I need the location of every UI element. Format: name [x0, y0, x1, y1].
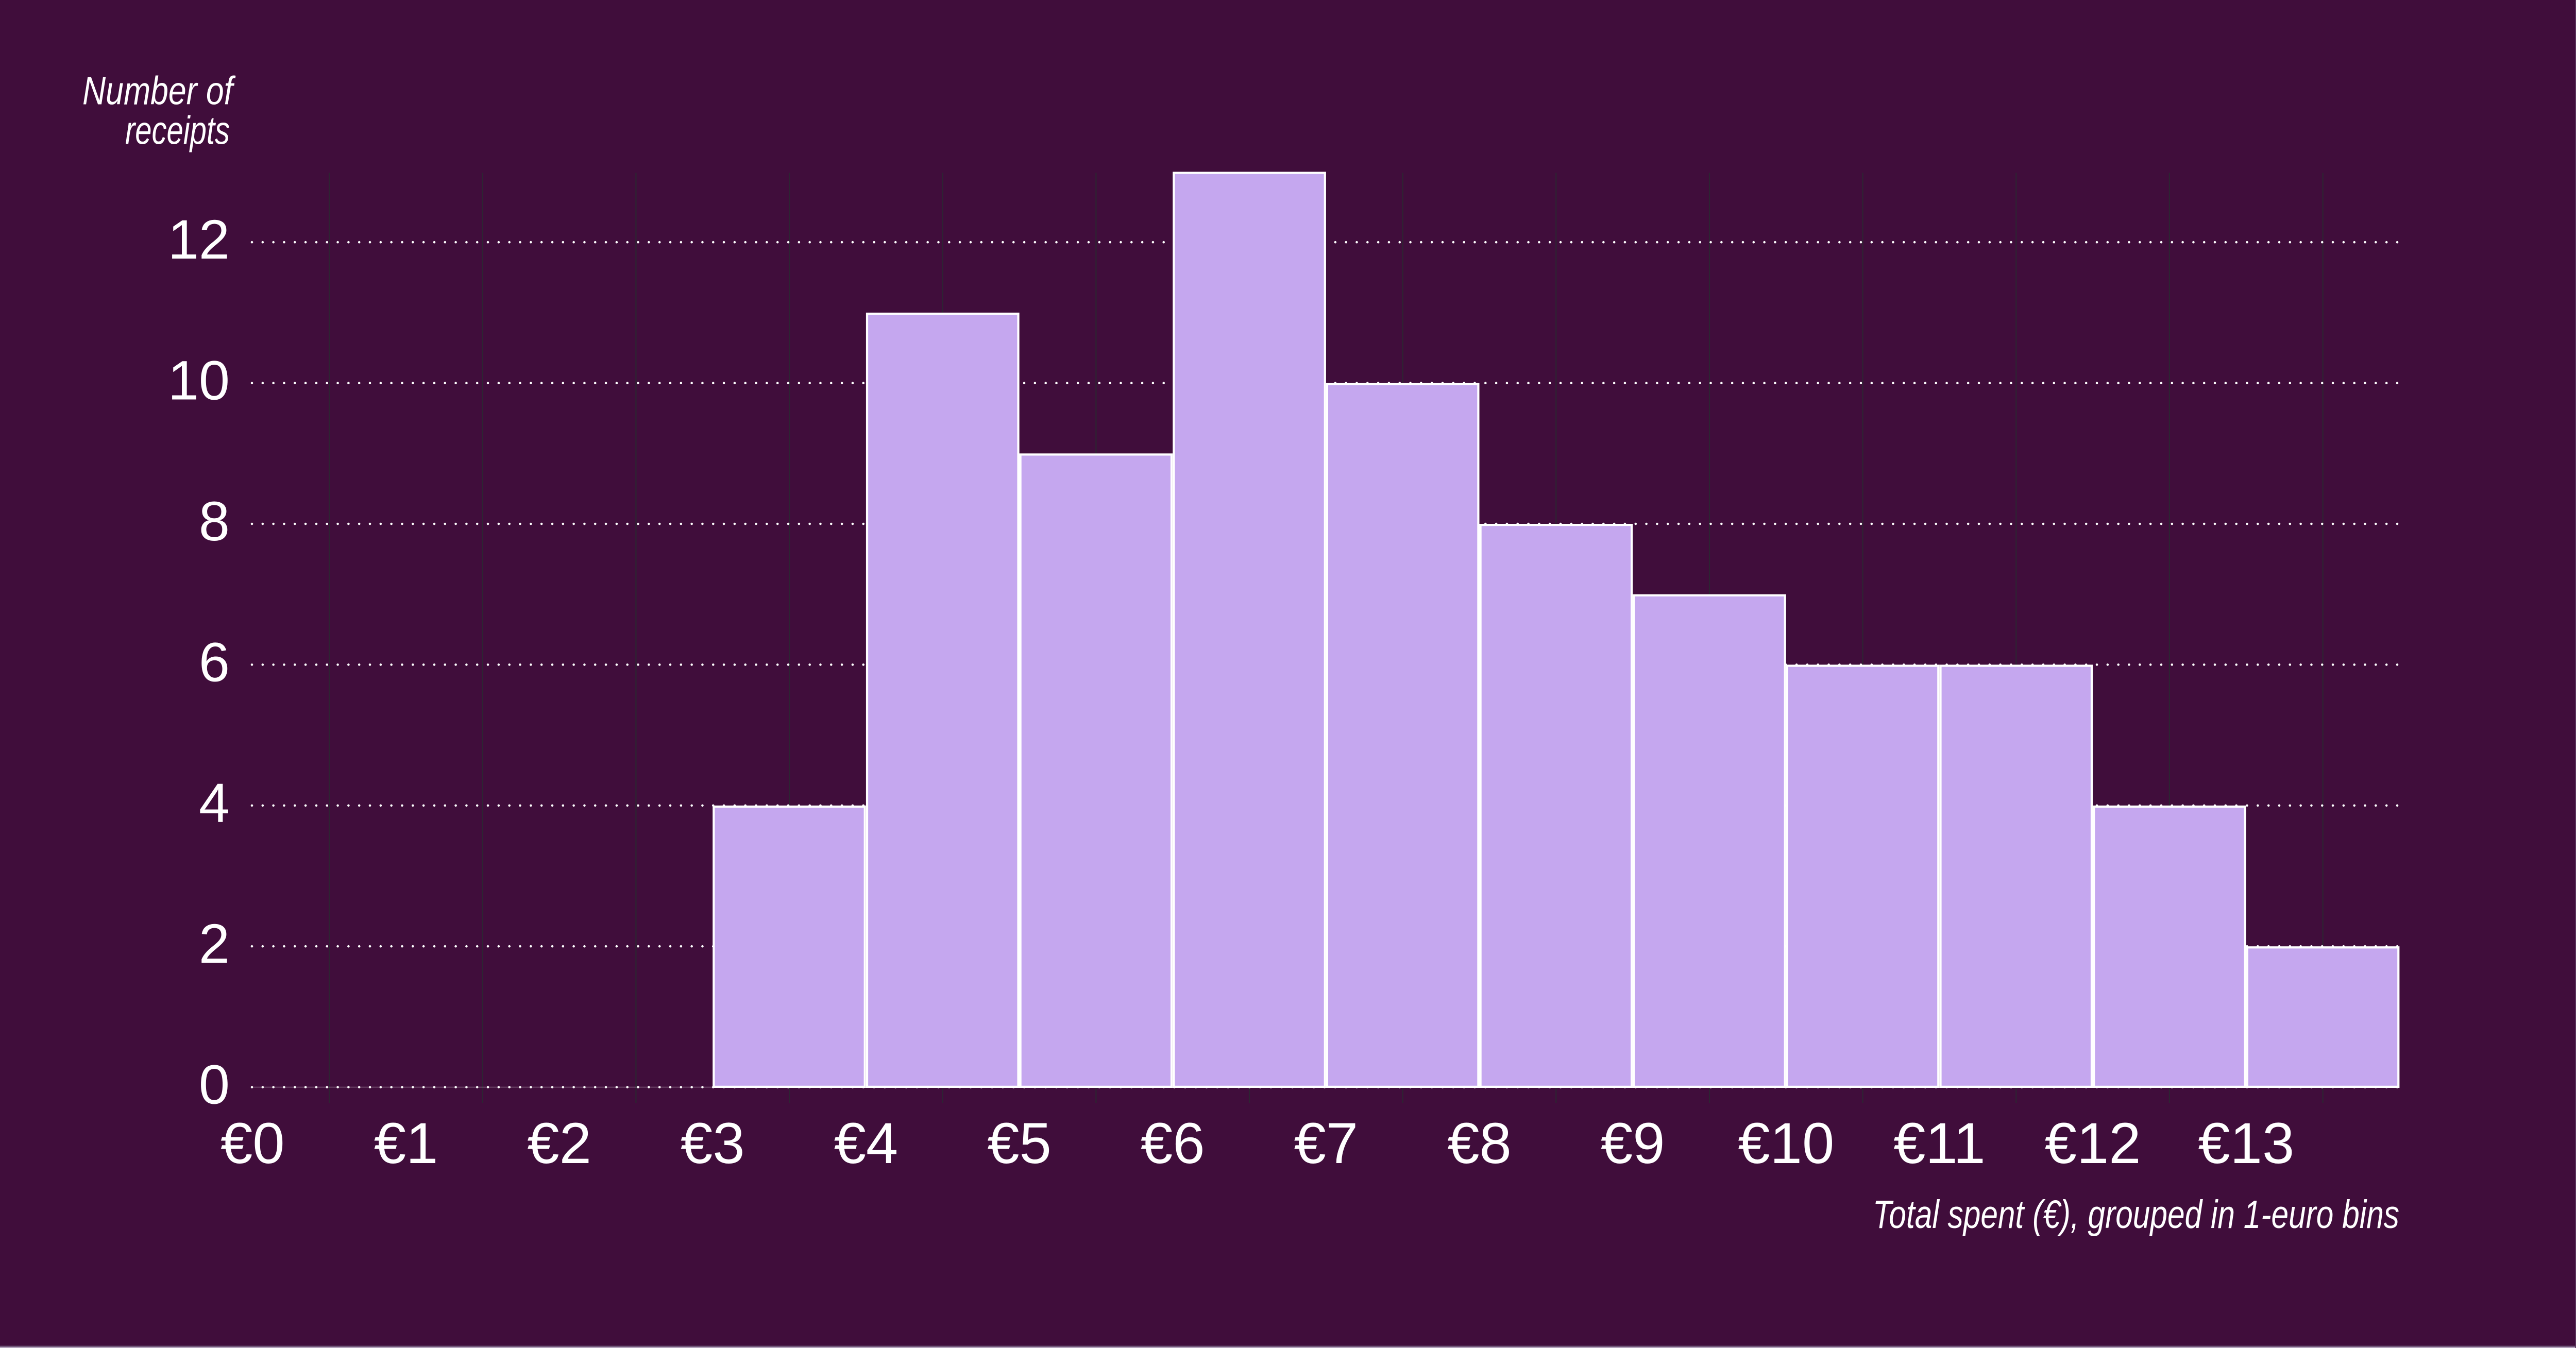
svg-text:4: 4	[199, 772, 230, 834]
svg-text:Total spent (€), grouped in 1-: Total spent (€), grouped in 1-euro bins	[1873, 1192, 2399, 1237]
svg-text:€0: €0	[221, 1111, 285, 1175]
svg-text:€3: €3	[681, 1111, 745, 1175]
svg-text:€2: €2	[527, 1111, 591, 1175]
svg-text:12: 12	[168, 208, 230, 270]
svg-text:€12: €12	[2045, 1111, 2141, 1175]
svg-text:8: 8	[199, 490, 230, 552]
svg-text:2: 2	[199, 912, 230, 975]
svg-text:6: 6	[199, 630, 230, 693]
svg-text:Number of: Number of	[82, 69, 236, 113]
svg-text:€7: €7	[1294, 1111, 1359, 1175]
svg-text:€11: €11	[1893, 1111, 1986, 1175]
svg-text:€5: €5	[987, 1111, 1052, 1175]
svg-text:0: 0	[199, 1053, 230, 1116]
svg-text:€6: €6	[1141, 1111, 1205, 1175]
svg-text:€4: €4	[834, 1111, 899, 1175]
svg-text:€10: €10	[1738, 1111, 1834, 1175]
svg-text:10: 10	[168, 349, 230, 412]
svg-text:receipts: receipts	[125, 109, 230, 153]
svg-text:€9: €9	[1601, 1111, 1665, 1175]
svg-text:€8: €8	[1447, 1111, 1512, 1175]
svg-text:€1: €1	[374, 1111, 438, 1175]
svg-text:€13: €13	[2198, 1111, 2294, 1175]
